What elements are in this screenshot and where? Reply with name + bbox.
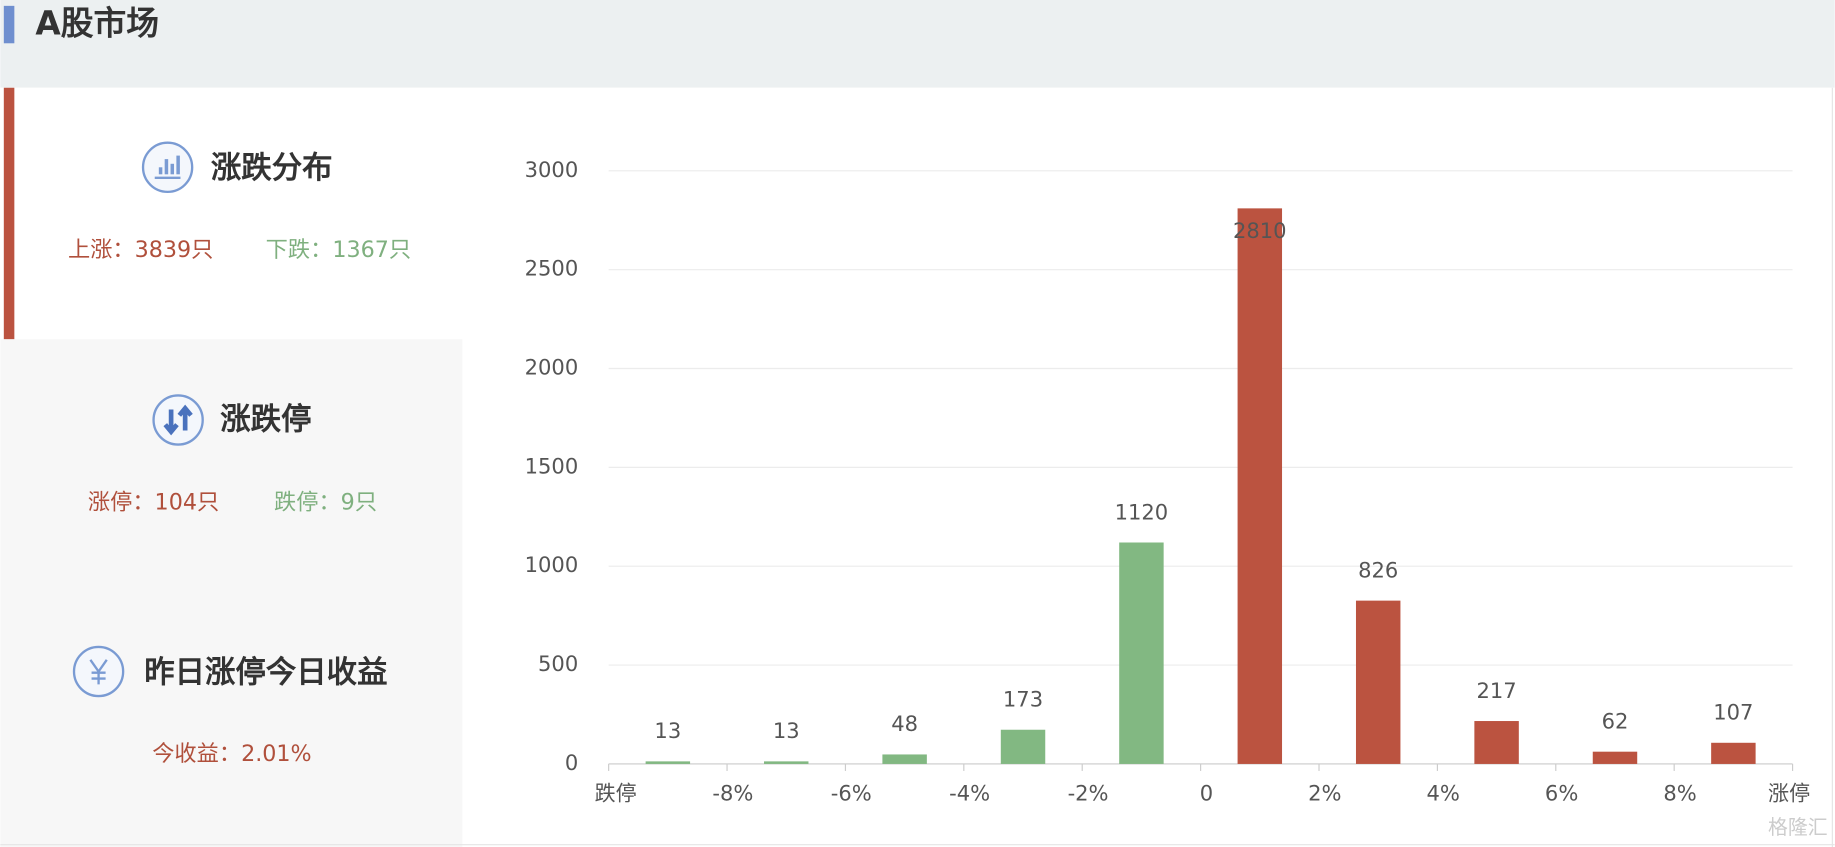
panel-title: 昨日涨停今日收益 <box>144 654 387 690</box>
bar <box>1474 721 1519 764</box>
panel-bg <box>0 339 463 847</box>
panel-title: 涨跌分布 <box>211 151 333 186</box>
panel-title: 涨跌停 <box>220 403 311 438</box>
x-tick-label: 6% <box>1545 780 1578 805</box>
bar <box>1592 751 1638 764</box>
bar <box>645 761 691 764</box>
x-tick-label: -6% <box>831 780 872 805</box>
bar <box>1355 600 1401 764</box>
panel-active-bar <box>3 87 15 340</box>
stat: 涨停：104只 <box>88 490 219 516</box>
panel-bg <box>0 87 463 340</box>
stat: 下跌：1367只 <box>266 237 411 263</box>
bar <box>1119 542 1164 764</box>
bar <box>1237 208 1283 764</box>
icon <box>141 141 194 194</box>
y-tick-label: 1000 <box>525 552 579 577</box>
stat: 上涨：3839只 <box>68 237 213 263</box>
y-tick-label: 500 <box>538 651 578 676</box>
data-label: 48 <box>891 711 918 736</box>
x-tick-label: 8% <box>1663 780 1696 805</box>
header-bg <box>0 0 1835 88</box>
x-tick-label: -4% <box>949 780 990 805</box>
bar <box>882 754 927 764</box>
x-tick-label: 0 <box>1200 780 1213 805</box>
y-tick-label: 2500 <box>525 256 579 281</box>
bar <box>764 761 809 764</box>
data-label: 2810 <box>1233 218 1287 243</box>
x-tick-label: 跌停 <box>595 780 637 805</box>
data-label: 13 <box>654 718 681 743</box>
x-tick-label: 4% <box>1427 780 1460 805</box>
header-accent <box>3 5 15 44</box>
x-tick-label: -8% <box>712 780 753 805</box>
y-tick-label: 2000 <box>525 355 579 380</box>
stat: 跌停：9只 <box>274 490 377 516</box>
y-tick-label: 1500 <box>525 453 579 478</box>
icon <box>72 645 125 698</box>
data-label: 62 <box>1602 708 1629 733</box>
bar <box>1000 729 1046 764</box>
icon <box>152 394 204 446</box>
y-tick-label: 0 <box>565 750 578 775</box>
header-title: A股市场 <box>35 5 159 43</box>
x-tick-label: 2% <box>1308 780 1341 805</box>
data-label: 1120 <box>1115 499 1169 524</box>
data-label: 826 <box>1358 557 1398 582</box>
x-tick-label: -2% <box>1068 780 1109 805</box>
bar <box>1711 742 1756 764</box>
watermark: 格隆汇 <box>1768 816 1828 839</box>
data-label: 173 <box>1003 686 1043 711</box>
stat: 今收益：2.01% <box>152 741 311 767</box>
data-label: 217 <box>1477 678 1517 703</box>
data-label: 107 <box>1713 700 1753 725</box>
y-tick-label: 3000 <box>525 157 579 182</box>
x-tick-label: 涨停 <box>1768 780 1810 805</box>
data-label: 13 <box>773 718 800 743</box>
